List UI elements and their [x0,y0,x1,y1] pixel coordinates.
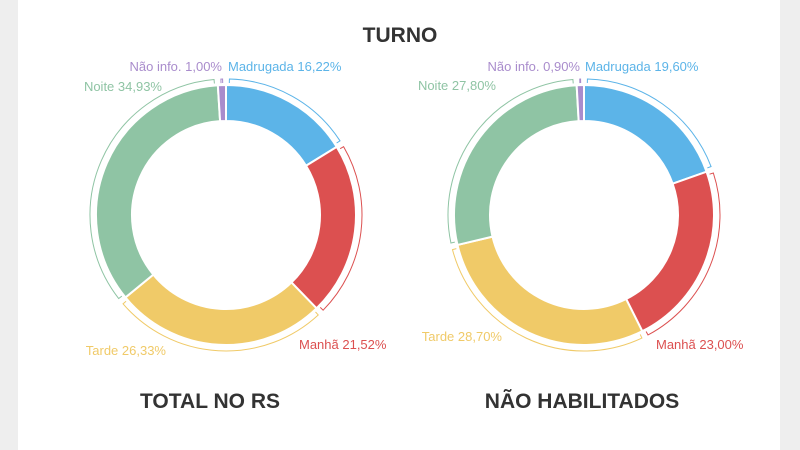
chart-title: TURNO [362,24,438,47]
donut-slice-1-0 [583,83,708,185]
slice-label-0-0: Madrugada 16,22% [228,59,342,74]
slice-bracket-1-3 [447,78,574,244]
slice-label-1-1: Manhã 23,00% [656,337,744,352]
slice-label-0-3: Noite 34,93% [84,79,162,94]
slice-label-1-2: Tarde 28,70% [422,329,503,344]
slice-bracket-0-4 [220,78,224,84]
donut-slice-1-3 [453,84,580,247]
chart-subtitle-nao-habilitados: NÃO HABILITADOS [484,390,680,413]
slice-bracket-1-2 [451,248,643,352]
slice-label-0-2: Tarde 26,33% [86,343,167,358]
slice-bracket-1-1 [645,172,721,336]
slice-bracket-0-3 [89,78,215,300]
chart-subtitle-total: TOTAL NO RS [139,390,280,413]
donut-slice-0-2 [124,273,318,346]
donut-slice-0-4 [216,83,227,123]
slice-bracket-0-1 [319,145,363,311]
slice-label-1-3: Noite 27,80% [418,78,496,93]
chart-card [18,0,780,450]
donut-slice-0-3 [95,84,222,299]
donut-slice-1-1 [624,170,715,333]
slice-label-0-4: Não info. 1,00% [129,59,222,74]
slice-bracket-1-4 [579,78,582,84]
slice-label-1-4: Não info. 0,90% [487,59,580,74]
donut-slice-1-4 [575,83,585,123]
donut-slice-0-0 [225,83,339,168]
slice-bracket-0-0 [228,78,341,144]
slice-bracket-0-2 [122,300,319,352]
slice-bracket-1-0 [586,78,712,169]
slice-label-0-1: Manhã 21,52% [299,337,387,352]
slice-label-1-0: Madrugada 19,60% [585,59,699,74]
donut-slice-0-1 [290,145,357,310]
